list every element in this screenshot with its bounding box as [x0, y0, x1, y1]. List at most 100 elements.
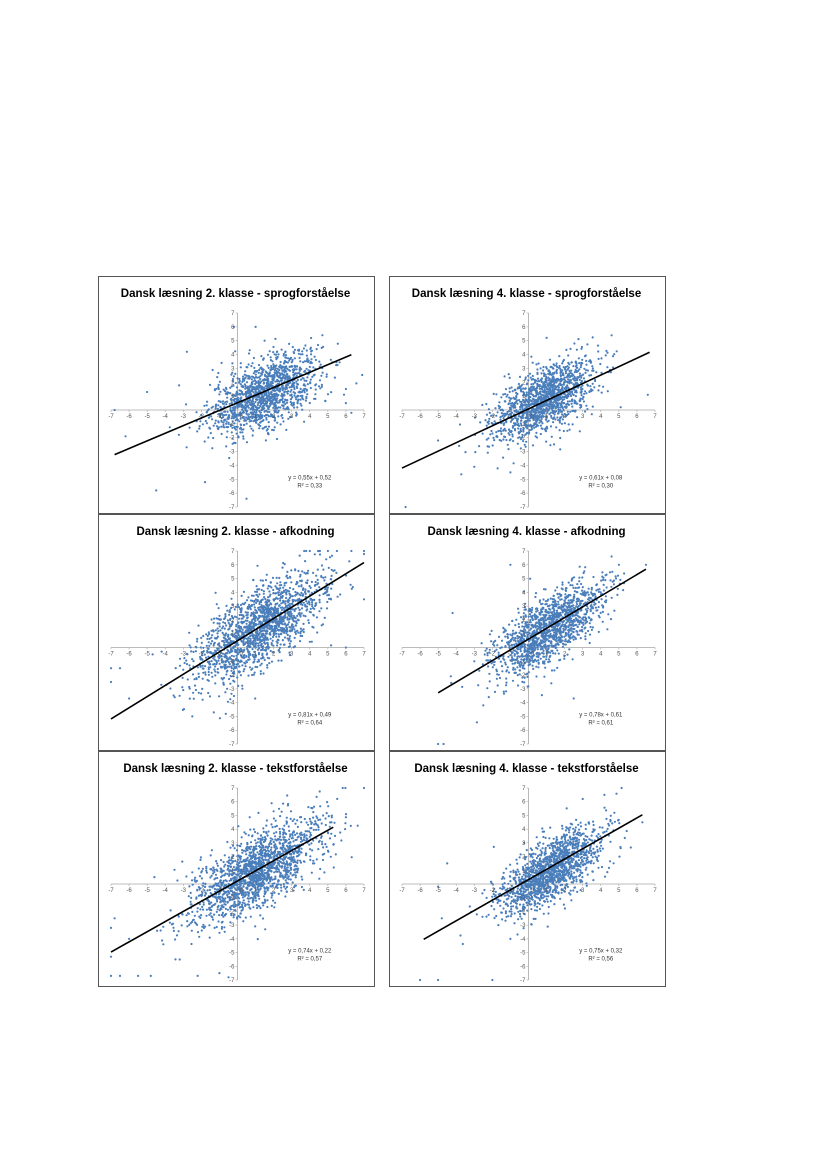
data-point — [273, 389, 276, 392]
data-point — [291, 382, 294, 386]
data-point — [302, 377, 305, 380]
data-point — [250, 365, 253, 368]
data-point — [278, 401, 281, 404]
data-point — [320, 564, 324, 567]
data-point — [186, 653, 189, 656]
data-point — [520, 390, 523, 393]
data-point — [331, 582, 334, 586]
data-point — [276, 602, 279, 605]
data-point — [292, 588, 295, 591]
data-point — [500, 439, 503, 442]
data-point — [572, 365, 575, 368]
data-point — [564, 394, 567, 397]
data-point — [557, 408, 560, 411]
data-point — [544, 429, 547, 432]
data-point — [579, 397, 582, 400]
trendline — [401, 351, 650, 469]
data-point — [540, 385, 543, 388]
data-point — [460, 473, 463, 476]
data-point — [541, 410, 544, 413]
data-point — [221, 627, 224, 630]
data-point — [522, 430, 525, 433]
data-point — [269, 403, 272, 406]
data-point — [488, 411, 491, 414]
data-point — [540, 420, 543, 423]
data-point — [224, 712, 227, 715]
data-point — [580, 379, 583, 383]
data-point — [292, 401, 295, 405]
data-point — [495, 434, 498, 438]
data-point — [555, 426, 558, 429]
data-point — [591, 365, 594, 368]
data-point — [288, 614, 291, 617]
data-point — [215, 661, 218, 664]
data-point — [561, 373, 564, 377]
data-point — [507, 373, 510, 376]
data-point — [241, 628, 244, 631]
data-point — [492, 392, 495, 395]
data-point — [191, 658, 194, 661]
data-point — [284, 376, 288, 379]
data-point — [240, 609, 243, 612]
data-point — [254, 400, 257, 404]
data-point — [257, 423, 261, 427]
data-point — [262, 619, 265, 622]
data-point — [282, 627, 286, 630]
data-point — [324, 588, 327, 591]
data-point — [221, 640, 224, 643]
data-point — [201, 658, 204, 661]
data-point — [532, 398, 535, 401]
data-point — [230, 373, 233, 376]
data-point — [253, 624, 256, 627]
x-tick-label: 2 — [563, 414, 567, 420]
data-point — [276, 367, 279, 370]
data-point — [200, 641, 203, 644]
data-point — [309, 386, 312, 390]
data-point — [233, 409, 236, 412]
data-point — [317, 549, 320, 553]
data-point — [277, 591, 280, 594]
data-point — [576, 583, 579, 586]
data-point — [248, 349, 251, 352]
data-point — [192, 650, 195, 653]
data-point — [286, 375, 289, 378]
data-point — [208, 695, 212, 698]
data-point — [294, 396, 297, 399]
data-point — [300, 404, 303, 407]
data-point — [301, 394, 304, 397]
data-point — [263, 426, 266, 429]
data-point — [225, 403, 228, 406]
data-point — [243, 383, 246, 386]
data-point — [504, 429, 507, 432]
data-point — [498, 401, 501, 404]
data-point — [244, 387, 247, 390]
data-point — [292, 625, 295, 628]
data-point — [256, 599, 259, 602]
data-point — [297, 352, 300, 355]
data-point — [260, 368, 263, 371]
data-point — [282, 619, 285, 623]
data-point — [571, 398, 574, 401]
data-point — [543, 374, 546, 378]
data-point — [525, 440, 528, 443]
data-point — [320, 607, 323, 610]
data-point — [242, 375, 245, 378]
data-point — [277, 411, 280, 414]
data-point — [316, 343, 320, 347]
data-point — [294, 590, 297, 594]
data-point — [225, 640, 228, 643]
data-point — [355, 382, 358, 385]
data-point — [313, 584, 316, 587]
data-point — [230, 633, 233, 636]
data-point — [256, 665, 259, 669]
data-point — [299, 394, 302, 397]
data-point — [253, 616, 256, 619]
data-point — [232, 375, 235, 378]
data-point — [269, 356, 272, 359]
data-point — [246, 639, 249, 642]
data-point — [595, 371, 598, 374]
data-point — [291, 603, 294, 606]
data-point — [540, 387, 543, 390]
data-point — [263, 339, 266, 342]
data-point — [239, 654, 243, 657]
